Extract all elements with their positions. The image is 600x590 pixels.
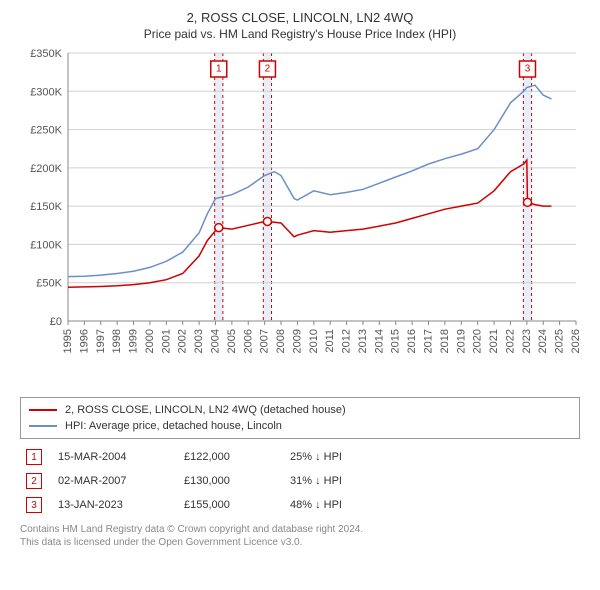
svg-text:2011: 2011 (324, 329, 336, 353)
svg-text:2015: 2015 (390, 329, 402, 353)
event-num: 3 (31, 500, 37, 511)
svg-text:2014: 2014 (373, 329, 385, 353)
event-date: 15-MAR-2004 (58, 451, 168, 463)
legend-swatch (29, 425, 57, 427)
event-date: 02-MAR-2007 (58, 475, 168, 487)
chart-svg: £0 £50K £100K £150K £200K £250K £300K £350K 1995… (20, 49, 580, 389)
event-marker-box: 1 (26, 449, 42, 465)
svg-text:£150K: £150K (30, 201, 62, 213)
event-row: 1 15-MAR-2004 £122,000 25% ↓ HPI (20, 445, 580, 469)
svg-text:2022: 2022 (504, 329, 516, 353)
svg-text:2: 2 (265, 64, 271, 75)
legend-item: 2, ROSS CLOSE, LINCOLN, LN2 4WQ (detache… (29, 402, 571, 418)
legend-swatch (29, 409, 57, 411)
svg-text:2018: 2018 (439, 329, 451, 353)
svg-text:2017: 2017 (423, 329, 435, 353)
svg-text:2025: 2025 (554, 329, 566, 353)
svg-text:1999: 1999 (128, 329, 140, 353)
svg-text:1995: 1995 (62, 329, 74, 353)
event-date: 13-JAN-2023 (58, 499, 168, 511)
svg-text:£350K: £350K (30, 49, 62, 60)
events-list: 1 15-MAR-2004 £122,000 25% ↓ HPI 2 02-MA… (20, 445, 580, 517)
event-row: 2 02-MAR-2007 £130,000 31% ↓ HPI (20, 469, 580, 493)
chart-title: 2, ROSS CLOSE, LINCOLN, LN2 4WQ (10, 10, 590, 25)
legend-item: HPI: Average price, detached house, Linc… (29, 418, 571, 434)
svg-text:2023: 2023 (521, 329, 533, 353)
svg-text:1996: 1996 (78, 329, 90, 353)
svg-text:2020: 2020 (472, 329, 484, 353)
svg-text:2006: 2006 (242, 329, 254, 353)
svg-text:£300K: £300K (30, 86, 62, 98)
event-price: £130,000 (184, 475, 274, 487)
event-marker-box: 2 (26, 473, 42, 489)
svg-text:2004: 2004 (209, 329, 221, 353)
event-num: 2 (31, 476, 37, 487)
event-price: £122,000 (184, 451, 274, 463)
legend-label: HPI: Average price, detached house, Linc… (65, 420, 282, 432)
svg-text:2019: 2019 (455, 329, 467, 353)
svg-text:£50K: £50K (36, 278, 62, 290)
chart-plot: £0 £50K £100K £150K £200K £250K £300K £350K 1995… (20, 49, 580, 389)
svg-text:2013: 2013 (357, 329, 369, 353)
event-num: 1 (31, 452, 37, 463)
svg-text:2026: 2026 (570, 329, 580, 353)
svg-text:2016: 2016 (406, 329, 418, 353)
svg-text:2003: 2003 (193, 329, 205, 353)
event-diff: 48% ↓ HPI (290, 499, 342, 511)
svg-text:1998: 1998 (111, 329, 123, 353)
svg-text:2009: 2009 (291, 329, 303, 353)
svg-text:2000: 2000 (144, 329, 156, 353)
footer: Contains HM Land Registry data © Crown c… (20, 523, 580, 549)
legend: 2, ROSS CLOSE, LINCOLN, LN2 4WQ (detache… (20, 397, 580, 439)
svg-text:3: 3 (525, 64, 531, 75)
legend-label: 2, ROSS CLOSE, LINCOLN, LN2 4WQ (detache… (65, 404, 346, 416)
svg-text:£100K: £100K (30, 239, 62, 251)
event-marker-box: 3 (26, 497, 42, 513)
event-row: 3 13-JAN-2023 £155,000 48% ↓ HPI (20, 493, 580, 517)
svg-text:2010: 2010 (308, 329, 320, 353)
svg-text:1997: 1997 (95, 329, 107, 353)
svg-text:2008: 2008 (275, 329, 287, 353)
event-diff: 25% ↓ HPI (290, 451, 342, 463)
footer-line: Contains HM Land Registry data © Crown c… (20, 523, 580, 536)
svg-text:2024: 2024 (537, 329, 549, 353)
svg-text:2007: 2007 (259, 329, 271, 353)
footer-line: This data is licensed under the Open Gov… (20, 536, 580, 549)
svg-text:2012: 2012 (341, 329, 353, 353)
svg-text:£0: £0 (50, 316, 62, 328)
chart-container: 2, ROSS CLOSE, LINCOLN, LN2 4WQ Price pa… (0, 0, 600, 590)
svg-text:2001: 2001 (160, 329, 172, 353)
svg-text:1: 1 (216, 64, 222, 75)
event-diff: 31% ↓ HPI (290, 475, 342, 487)
svg-text:2021: 2021 (488, 329, 500, 353)
chart-subtitle: Price paid vs. HM Land Registry's House … (10, 27, 590, 41)
svg-text:2002: 2002 (177, 329, 189, 353)
svg-text:2005: 2005 (226, 329, 238, 353)
svg-text:£250K: £250K (30, 125, 62, 137)
svg-text:£200K: £200K (30, 163, 62, 175)
event-price: £155,000 (184, 499, 274, 511)
